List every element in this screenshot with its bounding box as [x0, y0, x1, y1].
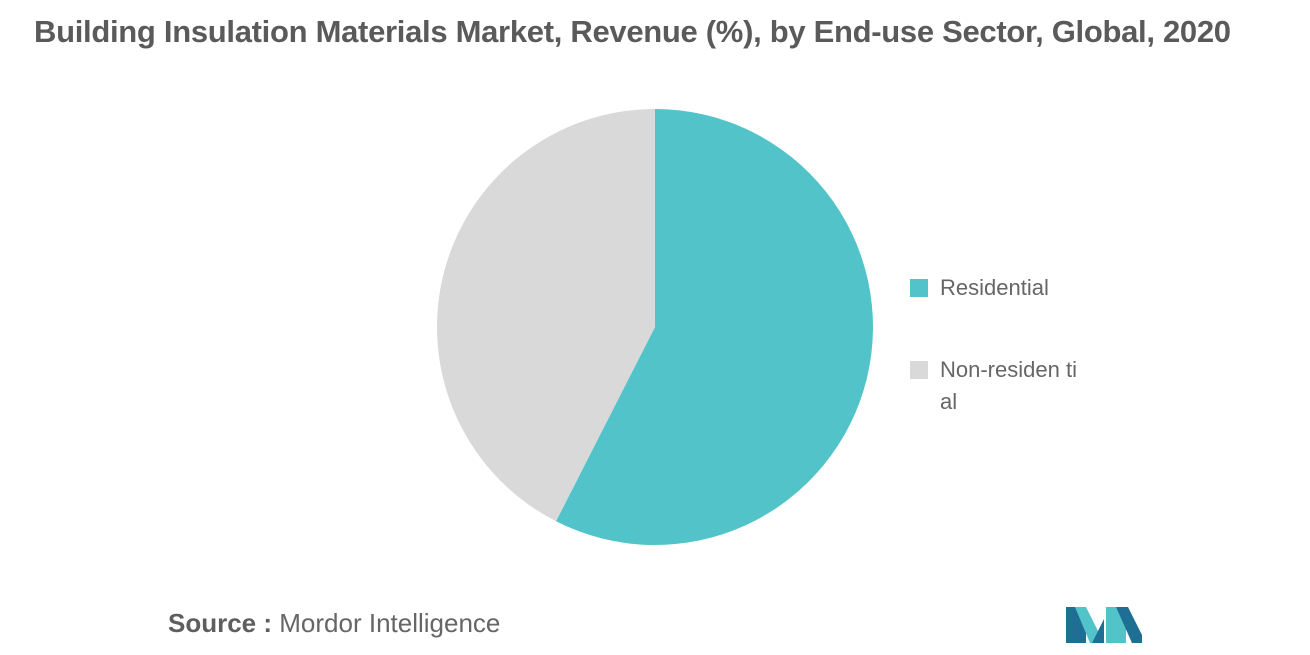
legend-item-residential: Residential [910, 272, 1080, 304]
legend-label-residential: Residential [940, 275, 1049, 300]
source-name: Mordor Intelligence [279, 608, 501, 638]
legend: Residential Non-residen tial [910, 272, 1080, 468]
source-prefix: Source : [168, 608, 273, 638]
legend-label-non-residential: Non-residen tial [940, 357, 1077, 414]
source-note: Source : Mordor Intelligence [168, 608, 500, 639]
pie-slice-residential [556, 109, 873, 545]
mordor-intelligence-logo-icon [1066, 607, 1142, 643]
legend-item-non-residential: Non-residen tial [910, 354, 1080, 418]
legend-swatch-residential [910, 279, 928, 297]
pie-slice-non-residential [437, 109, 655, 522]
chart-title: Building Insulation Materials Market, Re… [34, 14, 1231, 49]
legend-swatch-non-residential [910, 361, 928, 379]
